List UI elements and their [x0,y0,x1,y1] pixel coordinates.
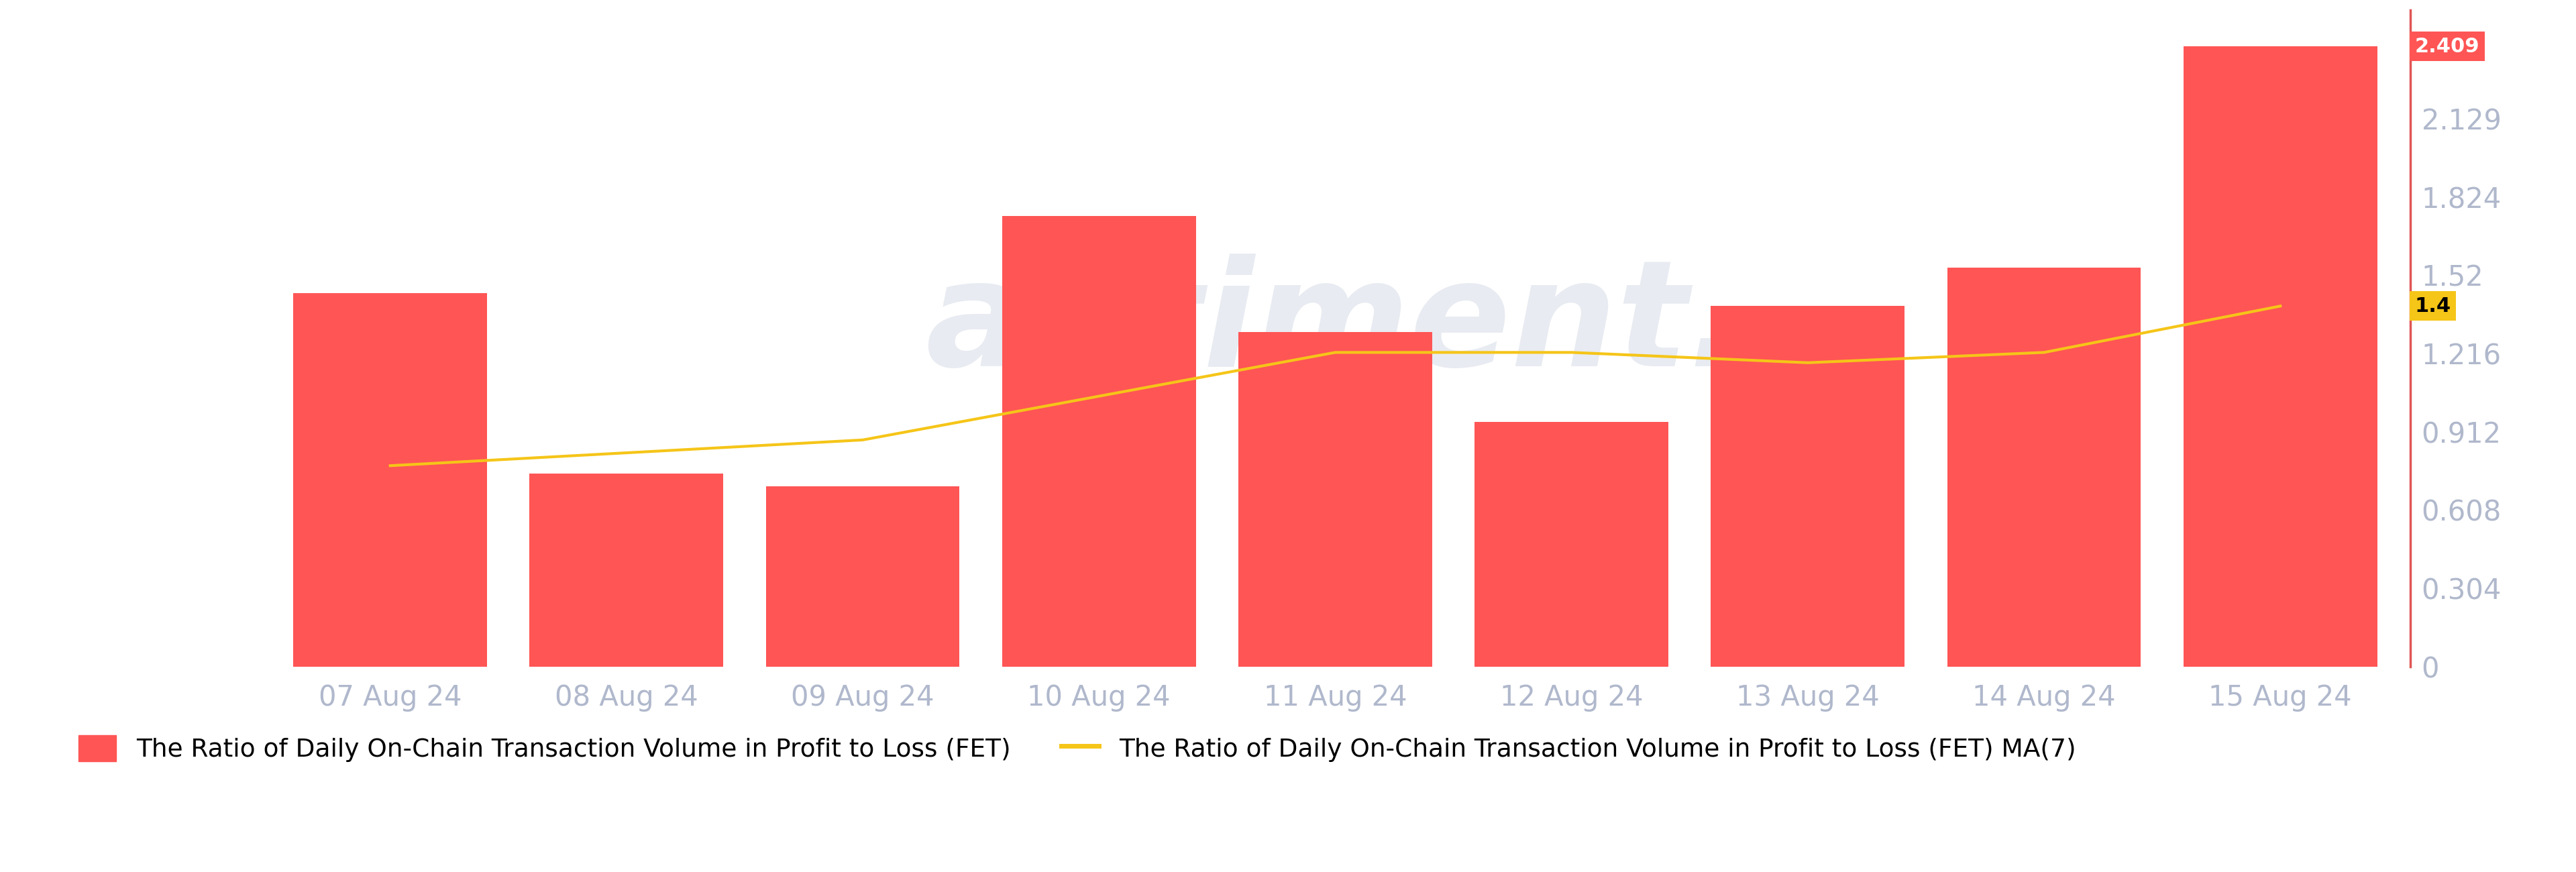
Bar [1002,216,1195,666]
Bar [294,293,487,666]
Text: 1.4: 1.4 [2414,296,2450,316]
Legend: The Ratio of Daily On-Chain Transaction Volume in Profit to Loss (FET), The Rati: The Ratio of Daily On-Chain Transaction … [70,726,2087,772]
Text: antiment.: antiment. [925,254,1744,397]
Bar [1710,306,1904,666]
Bar [2184,46,2378,666]
Bar [1473,422,1669,666]
Bar [765,487,961,666]
Bar [1947,268,2141,666]
Text: 2.409: 2.409 [2414,37,2478,56]
Bar [1239,332,1432,666]
Bar [531,473,724,666]
